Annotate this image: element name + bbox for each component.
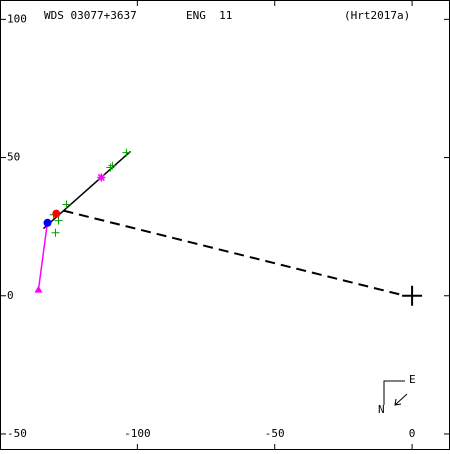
point (52, 209, 61, 218)
chart-title: WDS 03077+3637 (44, 9, 137, 22)
primary (402, 285, 423, 306)
compass-east: E (409, 373, 416, 386)
y-tick-label: 50 (7, 151, 20, 164)
point (34, 285, 43, 293)
compass-axes (383, 380, 405, 405)
point (54, 216, 63, 225)
y-tick-label: 100 (7, 12, 27, 25)
orbit-line (37, 221, 49, 290)
y-tick-label: 0 (7, 289, 14, 302)
point (43, 218, 52, 227)
orbit-line (63, 209, 406, 297)
x-tick-label: -100 (124, 427, 151, 440)
point (97, 173, 106, 182)
compass: E N (378, 373, 416, 416)
reference: (Hrt2017a) (344, 9, 410, 22)
compass-arrowhead (394, 398, 402, 406)
point (62, 200, 71, 209)
point (108, 161, 117, 170)
x-tick-label: -50 (265, 427, 285, 440)
point (122, 148, 131, 157)
point (51, 228, 60, 237)
compass-north: N (378, 403, 385, 416)
y-tick-label: -50 (7, 427, 27, 440)
chart-subtitle: ENG 11 (186, 9, 232, 22)
compass-arrow (394, 393, 408, 406)
x-tick-label: 0 (409, 427, 416, 440)
point (106, 163, 115, 172)
